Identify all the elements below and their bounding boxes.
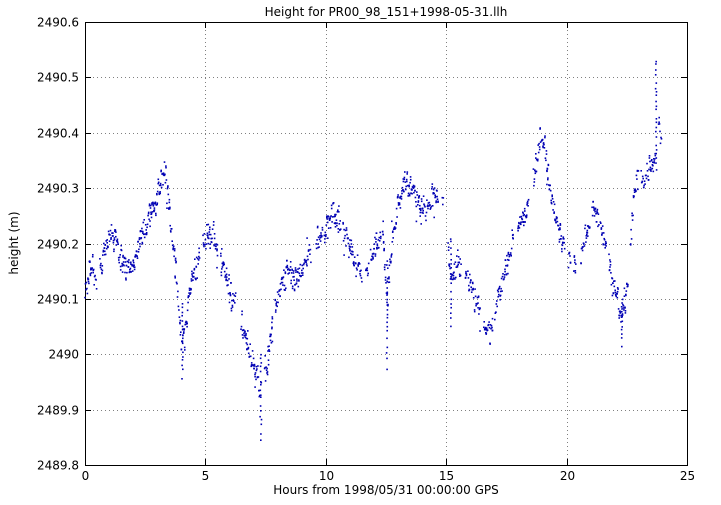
svg-text:5: 5 (202, 469, 210, 483)
svg-text:2489.9: 2489.9 (37, 404, 79, 418)
y-axis-label: height (m) (7, 211, 21, 275)
svg-text:10: 10 (319, 469, 334, 483)
svg-text:2490.6: 2490.6 (37, 16, 79, 30)
x-axis-label: Hours from 1998/05/31 00:00:00 GPS (273, 483, 499, 497)
chart-title: Height for PR00_98_151+1998-05-31.llh (264, 5, 508, 19)
svg-text:15: 15 (439, 469, 454, 483)
svg-text:2489.8: 2489.8 (37, 459, 79, 473)
svg-text:2490.5: 2490.5 (37, 71, 79, 85)
svg-text:20: 20 (560, 469, 575, 483)
svg-text:0: 0 (82, 469, 90, 483)
svg-text:2490: 2490 (48, 348, 79, 362)
svg-text:2490.4: 2490.4 (37, 127, 79, 141)
svg-text:2490.2: 2490.2 (37, 238, 79, 252)
svg-text:2490.3: 2490.3 (37, 182, 79, 196)
svg-text:2490.1: 2490.1 (37, 293, 79, 307)
svg-text:25: 25 (680, 469, 695, 483)
